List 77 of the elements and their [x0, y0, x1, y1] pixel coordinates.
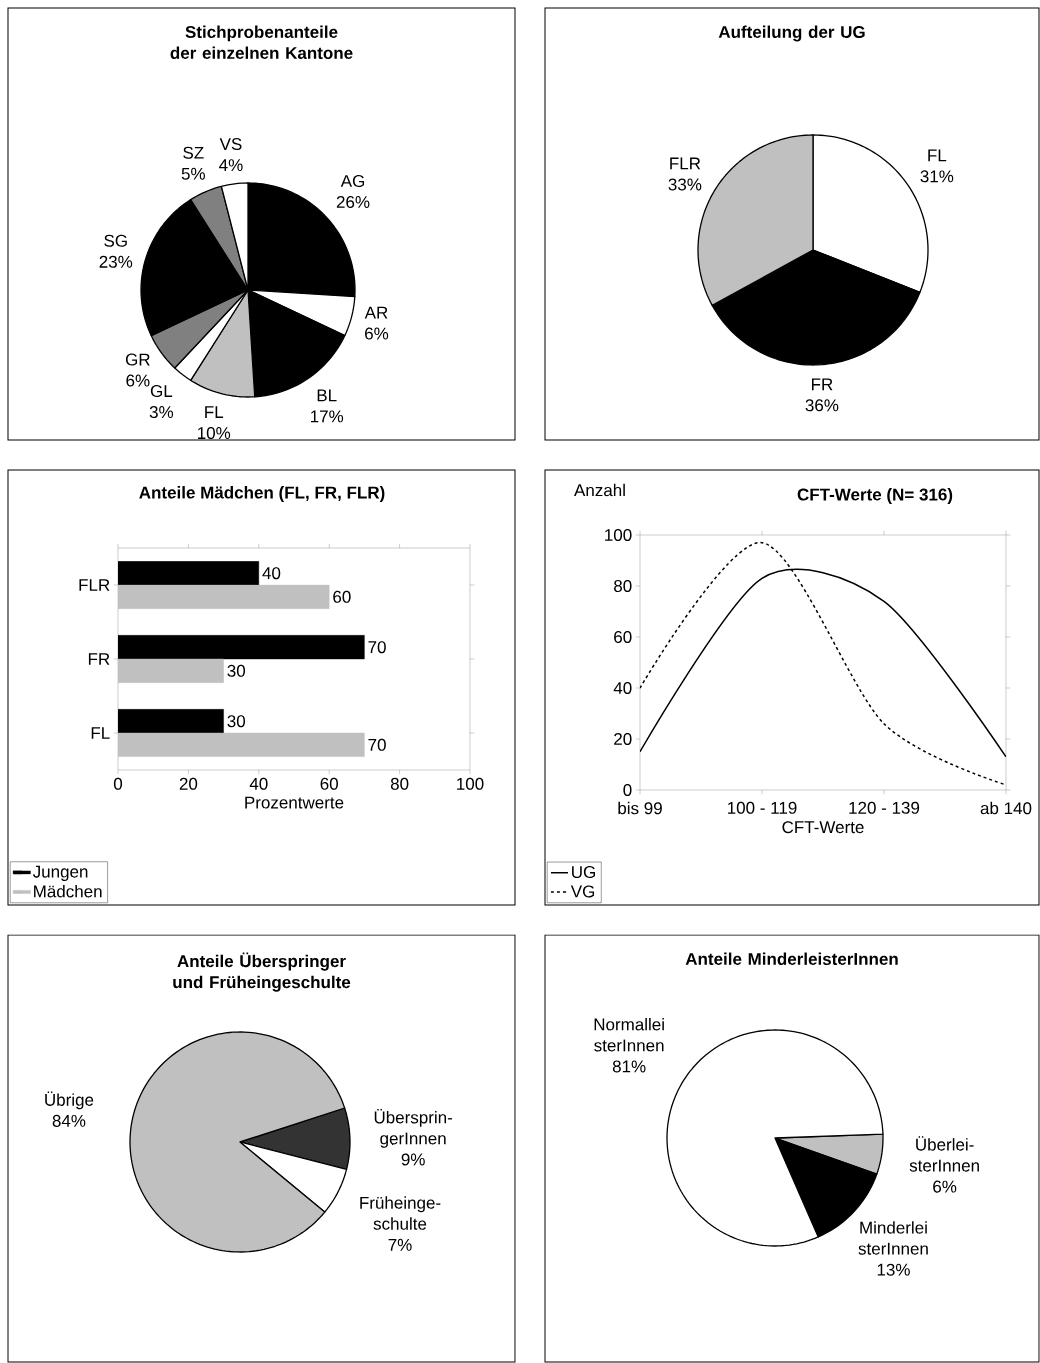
legend-label: UG — [572, 866, 595, 879]
x-tick-label: 0 — [113, 777, 123, 790]
slice-label: GR — [125, 353, 150, 366]
data-label: 81% — [612, 1060, 646, 1073]
data-label: 40 — [262, 567, 281, 580]
data-label: 6% — [933, 1180, 957, 1193]
data-label: 31% — [920, 170, 954, 183]
slice-label: Übersprin-gerInnen — [374, 1109, 453, 1148]
y-tick-label: 100 — [605, 528, 632, 542]
x-tick-label: 80 — [390, 777, 409, 790]
chart-title: Stichprobenanteile der einzelnen Kantone — [170, 25, 353, 60]
y-tick-label: FR — [88, 653, 110, 665]
data-label: 70 — [368, 641, 386, 654]
x-tick-label: ab 140 — [980, 801, 1032, 815]
legend-label: Mädchen — [34, 884, 102, 898]
data-label: 33% — [668, 178, 702, 191]
y-tick-label: FLR — [79, 579, 110, 591]
data-label: 6% — [126, 374, 150, 387]
slice-label: Übrige — [45, 1091, 94, 1110]
data-label: 26% — [336, 195, 370, 209]
x-tick-label: 120 - 139 — [849, 801, 920, 814]
y-tick-label: 40 — [613, 681, 632, 695]
slice-label: Normallei sterInnen — [594, 1018, 664, 1052]
slice-label: FL — [928, 149, 947, 162]
chart-title: Anteile MinderleisterInnen — [685, 952, 898, 966]
data-label: 9% — [401, 1153, 425, 1166]
bar — [118, 561, 259, 586]
chart-title: Anteile Überspringer und Früheingeschulte — [173, 952, 351, 992]
data-label: 70 — [368, 738, 386, 751]
x-axis-title: Prozentwerte — [245, 796, 344, 809]
x-tick-label: 60 — [320, 777, 338, 790]
x-tick-label: 100 — [457, 777, 484, 790]
data-label: 30 — [227, 715, 246, 728]
chart-title: Anteile Mädchen (FL, FR, FLR) — [139, 486, 385, 502]
y-tick-label: FL — [91, 727, 110, 739]
data-label: 7% — [388, 1238, 412, 1251]
data-label: 30 — [227, 664, 246, 677]
slice-label: Früheinge-schulte — [360, 1196, 441, 1230]
legend-label: Jungen — [32, 865, 88, 881]
y-tick-label: 80 — [614, 579, 632, 593]
slice-label: AR — [364, 306, 388, 319]
x-tick-label: 40 — [249, 777, 268, 790]
data-label: 10% — [198, 427, 231, 440]
data-label: 17% — [311, 410, 344, 423]
data-label: 23% — [99, 255, 133, 268]
slice-label: FLR — [670, 157, 701, 170]
line-series — [640, 541, 1006, 786]
data-label: 60 — [333, 590, 351, 603]
bar — [118, 709, 224, 734]
x-tick-label: 100 - 119 — [728, 801, 797, 814]
slice-label: FL — [205, 406, 224, 418]
y-tick-label: 20 — [614, 732, 632, 746]
data-label: 3% — [149, 406, 174, 419]
slice-label: Minderlei sterInnen — [858, 1221, 928, 1255]
data-label: 84% — [52, 1114, 86, 1127]
data-label: 13% — [877, 1263, 910, 1276]
chart-title: CFT-Werte (N= 316) — [797, 488, 953, 504]
bar — [118, 635, 365, 660]
data-label: 5% — [181, 167, 205, 180]
chart-title: Aufteilung der UG — [718, 25, 865, 42]
y-axis-title: Anzahl — [574, 483, 625, 497]
data-label: 4% — [219, 159, 243, 172]
x-axis-title: CFT-Werte — [782, 821, 864, 834]
slice-label: BL — [317, 389, 337, 402]
slice-label: SG — [104, 234, 127, 247]
data-label: 36% — [805, 399, 839, 412]
slice-label: AG — [340, 174, 365, 188]
slice-label: GL — [150, 385, 173, 398]
slice-label: Überlei-sterInnen — [909, 1136, 979, 1172]
x-tick-label: bis 99 — [618, 801, 662, 815]
data-label: 6% — [365, 327, 389, 340]
slice-label: VS — [219, 138, 242, 151]
legend-label: VG — [570, 885, 595, 898]
slice-label: SZ — [183, 146, 204, 159]
slice-label: FR — [811, 378, 833, 391]
x-tick-label: 20 — [179, 777, 198, 790]
y-tick-label: 60 — [614, 630, 632, 644]
